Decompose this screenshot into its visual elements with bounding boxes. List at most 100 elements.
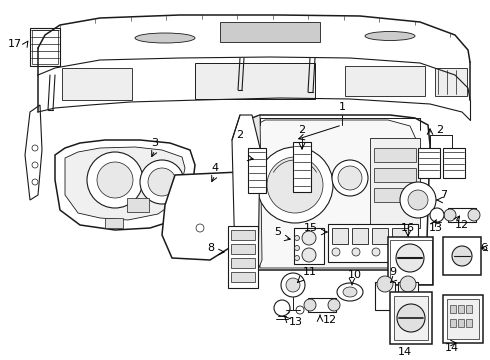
Ellipse shape (337, 283, 363, 301)
Circle shape (452, 246, 472, 266)
Text: 15: 15 (304, 223, 318, 233)
Bar (398, 282, 418, 310)
Circle shape (302, 248, 316, 262)
Bar (231, 230, 255, 240)
Bar (332, 228, 348, 244)
Bar (195, 63, 315, 99)
Bar (458, 305, 464, 313)
Bar (228, 226, 258, 288)
Polygon shape (162, 172, 248, 260)
Bar (370, 138, 420, 228)
Bar (374, 168, 416, 182)
Circle shape (444, 209, 456, 221)
Text: 5: 5 (274, 227, 281, 237)
Polygon shape (256, 120, 420, 268)
Text: 2: 2 (237, 130, 244, 140)
Circle shape (332, 160, 368, 196)
Circle shape (294, 246, 299, 251)
Bar (450, 305, 456, 313)
Bar (105, 218, 123, 228)
Circle shape (294, 256, 299, 261)
Circle shape (397, 304, 425, 332)
Text: 7: 7 (440, 190, 447, 200)
Circle shape (338, 166, 362, 190)
Circle shape (430, 208, 444, 222)
Bar (231, 272, 255, 282)
Bar (248, 148, 266, 193)
Polygon shape (25, 105, 42, 200)
Bar (352, 228, 368, 244)
Polygon shape (248, 115, 430, 270)
Circle shape (332, 248, 340, 256)
Bar (388, 237, 433, 285)
Text: 13: 13 (289, 317, 303, 327)
Bar (466, 319, 472, 327)
Circle shape (304, 299, 316, 311)
Bar (443, 148, 465, 178)
Text: 16: 16 (401, 223, 415, 233)
Bar (466, 305, 472, 313)
Text: 17: 17 (8, 39, 22, 49)
Circle shape (267, 157, 323, 213)
Circle shape (286, 278, 300, 292)
Bar (374, 188, 416, 202)
Text: 14: 14 (398, 347, 412, 357)
Bar (450, 319, 456, 327)
Text: 11: 11 (303, 267, 317, 277)
Bar (372, 228, 388, 244)
Bar (293, 142, 311, 192)
Bar (443, 237, 481, 275)
Circle shape (408, 190, 428, 210)
Text: 13: 13 (429, 223, 443, 233)
Bar (435, 68, 467, 96)
Circle shape (372, 248, 380, 256)
Circle shape (302, 231, 316, 245)
Circle shape (468, 209, 480, 221)
Ellipse shape (343, 287, 357, 297)
Circle shape (296, 306, 304, 314)
Bar (392, 228, 408, 244)
Polygon shape (65, 147, 185, 220)
Bar (448, 208, 476, 222)
Circle shape (400, 276, 416, 292)
Circle shape (148, 168, 176, 196)
Bar (127, 198, 149, 212)
Bar (220, 22, 320, 42)
Polygon shape (55, 140, 195, 230)
Text: 12: 12 (455, 220, 469, 230)
Ellipse shape (135, 33, 195, 43)
Text: 12: 12 (323, 315, 337, 325)
Bar (390, 240, 432, 284)
Bar (62, 68, 132, 100)
Bar (308, 298, 336, 312)
Circle shape (32, 145, 38, 151)
Circle shape (282, 306, 290, 314)
Circle shape (352, 248, 360, 256)
Circle shape (196, 224, 204, 232)
Text: 10: 10 (348, 270, 362, 280)
Text: 9: 9 (390, 267, 396, 277)
Circle shape (87, 152, 143, 208)
Circle shape (97, 162, 133, 198)
Circle shape (377, 276, 393, 292)
Bar (328, 224, 418, 262)
Bar (345, 66, 425, 96)
Text: 2: 2 (437, 125, 443, 135)
Bar (418, 148, 440, 178)
Bar (394, 296, 428, 340)
Text: 14: 14 (445, 343, 459, 353)
Bar (231, 244, 255, 254)
Ellipse shape (365, 32, 415, 41)
Circle shape (400, 182, 436, 218)
Polygon shape (248, 115, 262, 270)
Bar (443, 295, 483, 343)
Circle shape (32, 179, 38, 185)
Text: 6: 6 (480, 243, 487, 253)
Circle shape (274, 300, 290, 316)
Circle shape (140, 160, 184, 204)
Bar (374, 148, 416, 162)
Text: 1: 1 (339, 102, 345, 112)
Text: 3: 3 (151, 138, 158, 148)
Bar (231, 258, 255, 268)
Bar (458, 319, 464, 327)
